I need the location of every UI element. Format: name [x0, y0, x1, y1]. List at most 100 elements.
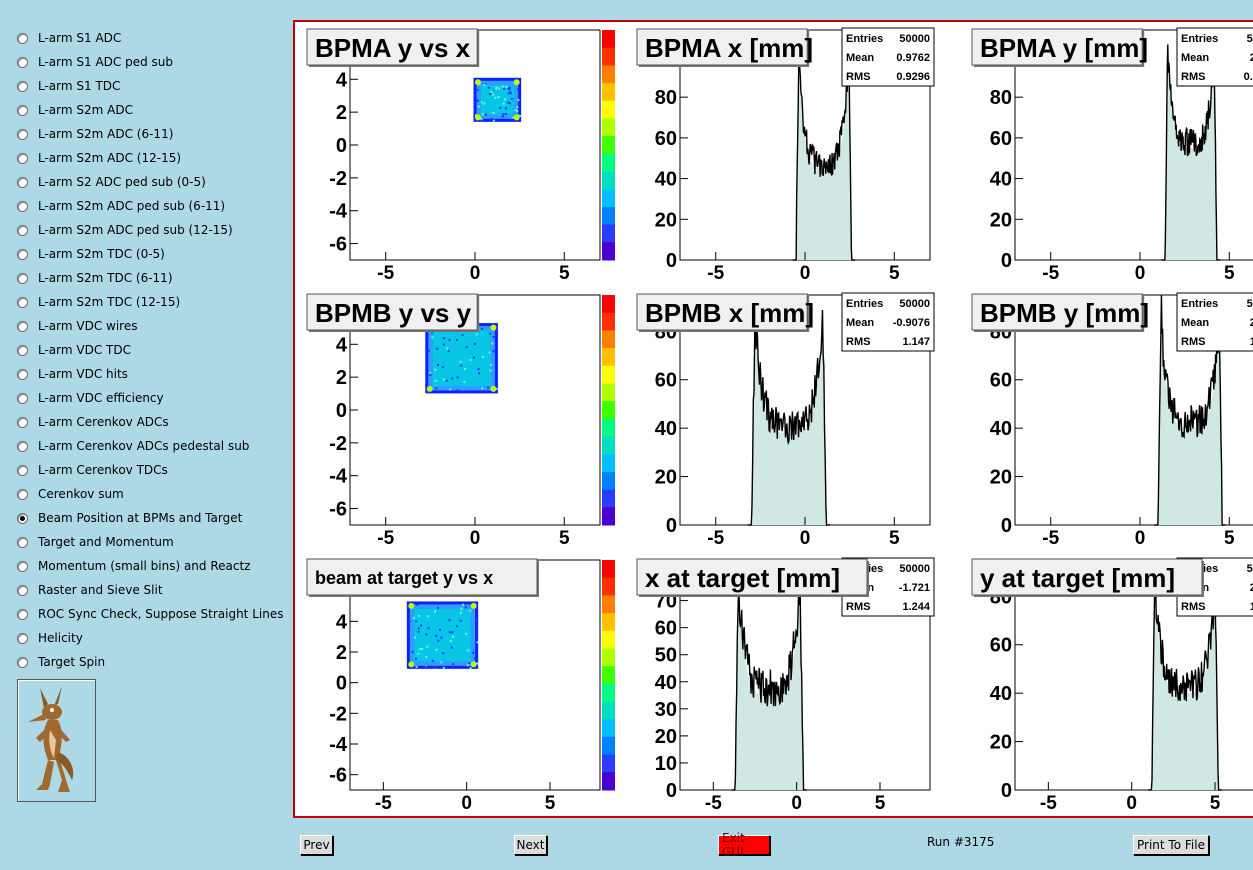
radio-unchecked-icon[interactable] [17, 464, 28, 476]
sidebar-radio-item[interactable]: L-arm S2m ADC [17, 100, 133, 120]
sidebar-radio-item[interactable]: Helicity [17, 628, 83, 648]
radio-unchecked-icon[interactable] [17, 200, 28, 212]
heatmap-cell [460, 607, 463, 610]
chart-panel: Entries 50000 Mean -0.9076 RMS 1.147 -5 0 5 0 20 40… [636, 292, 935, 549]
sidebar-radio-item[interactable]: L-arm S2m TDC (12-15) [17, 292, 180, 312]
sidebar-radio-item[interactable]: L-arm S2m ADC ped sub (12-15) [17, 220, 233, 240]
radio-unchecked-icon[interactable] [17, 344, 28, 356]
sidebar-radio-item[interactable]: Beam Position at BPMs and Target [17, 508, 242, 528]
exit-gui-button[interactable]: Exit GUI [718, 831, 770, 859]
palette-cell [602, 224, 615, 243]
radio-unchecked-icon[interactable] [17, 320, 28, 332]
heatmap-cell [442, 666, 445, 669]
sidebar-radio-label: L-arm Cerenkov TDCs [38, 463, 168, 477]
radio-unchecked-icon[interactable] [17, 128, 28, 140]
heatmap-cell [434, 665, 437, 668]
radio-unchecked-icon[interactable] [17, 392, 28, 404]
sidebar-radio-item[interactable]: L-arm S2m ADC ped sub (6-11) [17, 196, 225, 216]
y-tick-label: -2 [329, 703, 347, 725]
sidebar-radio-item[interactable]: Target and Momentum [17, 532, 174, 552]
y-tick-label: -6 [329, 499, 347, 521]
radio-unchecked-icon[interactable] [17, 272, 28, 284]
sidebar-radio-item[interactable]: L-arm VDC wires [17, 316, 137, 336]
sidebar: L-arm S1 ADC L-arm S1 ADC ped sub L-arm S1… [0, 0, 292, 870]
sidebar-radio-item[interactable]: L-arm VDC TDC [17, 340, 131, 360]
y-tick-label: 30 [655, 699, 677, 721]
heatmap-cell [503, 98, 506, 101]
heatmap-corner-hotspot [475, 114, 481, 121]
heatmap-cell [434, 380, 437, 383]
sidebar-radio-item[interactable]: L-arm S2 ADC ped sub (0-5) [17, 172, 206, 192]
heatmap-cell [497, 87, 500, 90]
x-tick-label: 5 [889, 263, 900, 284]
radio-unchecked-icon[interactable] [17, 656, 28, 668]
radio-unchecked-icon[interactable] [17, 152, 28, 164]
x-tick-label: 5 [545, 793, 556, 814]
sidebar-radio-label: L-arm S1 ADC [38, 31, 122, 45]
radio-unchecked-icon[interactable] [17, 32, 28, 44]
y-tick-label: 20 [990, 209, 1012, 231]
next-button[interactable]: Next [514, 835, 547, 855]
radio-unchecked-icon[interactable] [17, 56, 28, 68]
heatmap-cell [472, 356, 475, 359]
radio-unchecked-icon[interactable] [17, 104, 28, 116]
palette-cell [602, 754, 615, 773]
heatmap-cell [442, 652, 445, 655]
sidebar-radio-item[interactable]: L-arm S2m TDC (0-5) [17, 244, 165, 264]
sidebar-radio-item[interactable]: L-arm S1 ADC [17, 28, 121, 48]
sidebar-radio-item[interactable]: L-arm S1 TDC [17, 76, 120, 96]
radio-unchecked-icon[interactable] [17, 608, 28, 620]
y-tick-label: 0 [1001, 515, 1012, 537]
prev-button[interactable]: Prev [300, 835, 333, 855]
sidebar-radio-item[interactable]: ROC Sync Check, Suppose Straight Lines [17, 604, 283, 624]
radio-unchecked-icon[interactable] [17, 416, 28, 428]
radio-unchecked-icon[interactable] [17, 368, 28, 380]
sidebar-radio-item[interactable]: Target Spin [17, 652, 105, 672]
y-tick-label: -2 [329, 433, 347, 455]
sidebar-radio-item[interactable]: L-arm Cerenkov ADCs pedestal sub [17, 436, 249, 456]
radio-unchecked-icon[interactable] [17, 176, 28, 188]
radio-unchecked-icon[interactable] [17, 632, 28, 644]
radio-unchecked-icon[interactable] [17, 536, 28, 548]
sidebar-radio-item[interactable]: Cerenkov sum [17, 484, 124, 504]
plot-title: BPMA y [mm] [980, 33, 1148, 63]
y-tick-label: 80 [655, 87, 677, 109]
sidebar-radio-label: L-arm S2m ADC (6-11) [38, 127, 174, 141]
heatmap-cell [466, 664, 469, 667]
sidebar-radio-item[interactable]: L-arm S2m ADC (6-11) [17, 124, 173, 144]
radio-unchecked-icon[interactable] [17, 440, 28, 452]
heatmap-corner-hotspot [513, 114, 520, 121]
sidebar-radio-item[interactable]: Momentum (small bins) and Reactz [17, 556, 250, 576]
radio-unchecked-icon[interactable] [17, 248, 28, 260]
plot-title: y at target [mm] [980, 563, 1175, 593]
sidebar-radio-item[interactable]: L-arm S1 ADC ped sub [17, 52, 173, 72]
palette-cell [602, 65, 615, 84]
radio-unchecked-icon[interactable] [17, 560, 28, 572]
radio-unchecked-icon[interactable] [17, 584, 28, 596]
heatmap-cell [494, 120, 497, 123]
coyote-figure [28, 686, 74, 792]
sidebar-radio-item[interactable]: L-arm S2m ADC (12-15) [17, 148, 181, 168]
heatmap-cell [477, 368, 480, 371]
print-to-file-button[interactable]: Print To File [1133, 835, 1209, 855]
radio-unchecked-icon[interactable] [17, 224, 28, 236]
heatmap-cell [439, 628, 442, 631]
radio-unchecked-icon[interactable] [17, 80, 28, 92]
palette-cell [602, 83, 615, 102]
heatmap-cell [507, 101, 510, 104]
heatmap-cell [425, 633, 428, 636]
sidebar-radio-item[interactable]: L-arm Cerenkov ADCs [17, 412, 169, 432]
heatmap-cell [459, 619, 462, 622]
radio-unchecked-icon[interactable] [17, 296, 28, 308]
sidebar-radio-item[interactable]: L-arm VDC efficiency [17, 388, 164, 408]
x-tick-label: -5 [1042, 528, 1059, 549]
plot-frame [349, 559, 601, 791]
sidebar-radio-item[interactable]: L-arm VDC hits [17, 364, 128, 384]
sidebar-radio-item[interactable]: L-arm Cerenkov TDCs [17, 460, 168, 480]
sidebar-radio-item[interactable]: L-arm S2m TDC (6-11) [17, 268, 173, 288]
sidebar-radio-item[interactable]: Raster and Sieve Slit [17, 580, 163, 600]
radio-unchecked-icon[interactable] [17, 488, 28, 500]
heatmap-corner-hotspot [490, 324, 497, 331]
radio-checked-icon[interactable] [17, 512, 28, 524]
heatmap-cell [505, 107, 508, 110]
